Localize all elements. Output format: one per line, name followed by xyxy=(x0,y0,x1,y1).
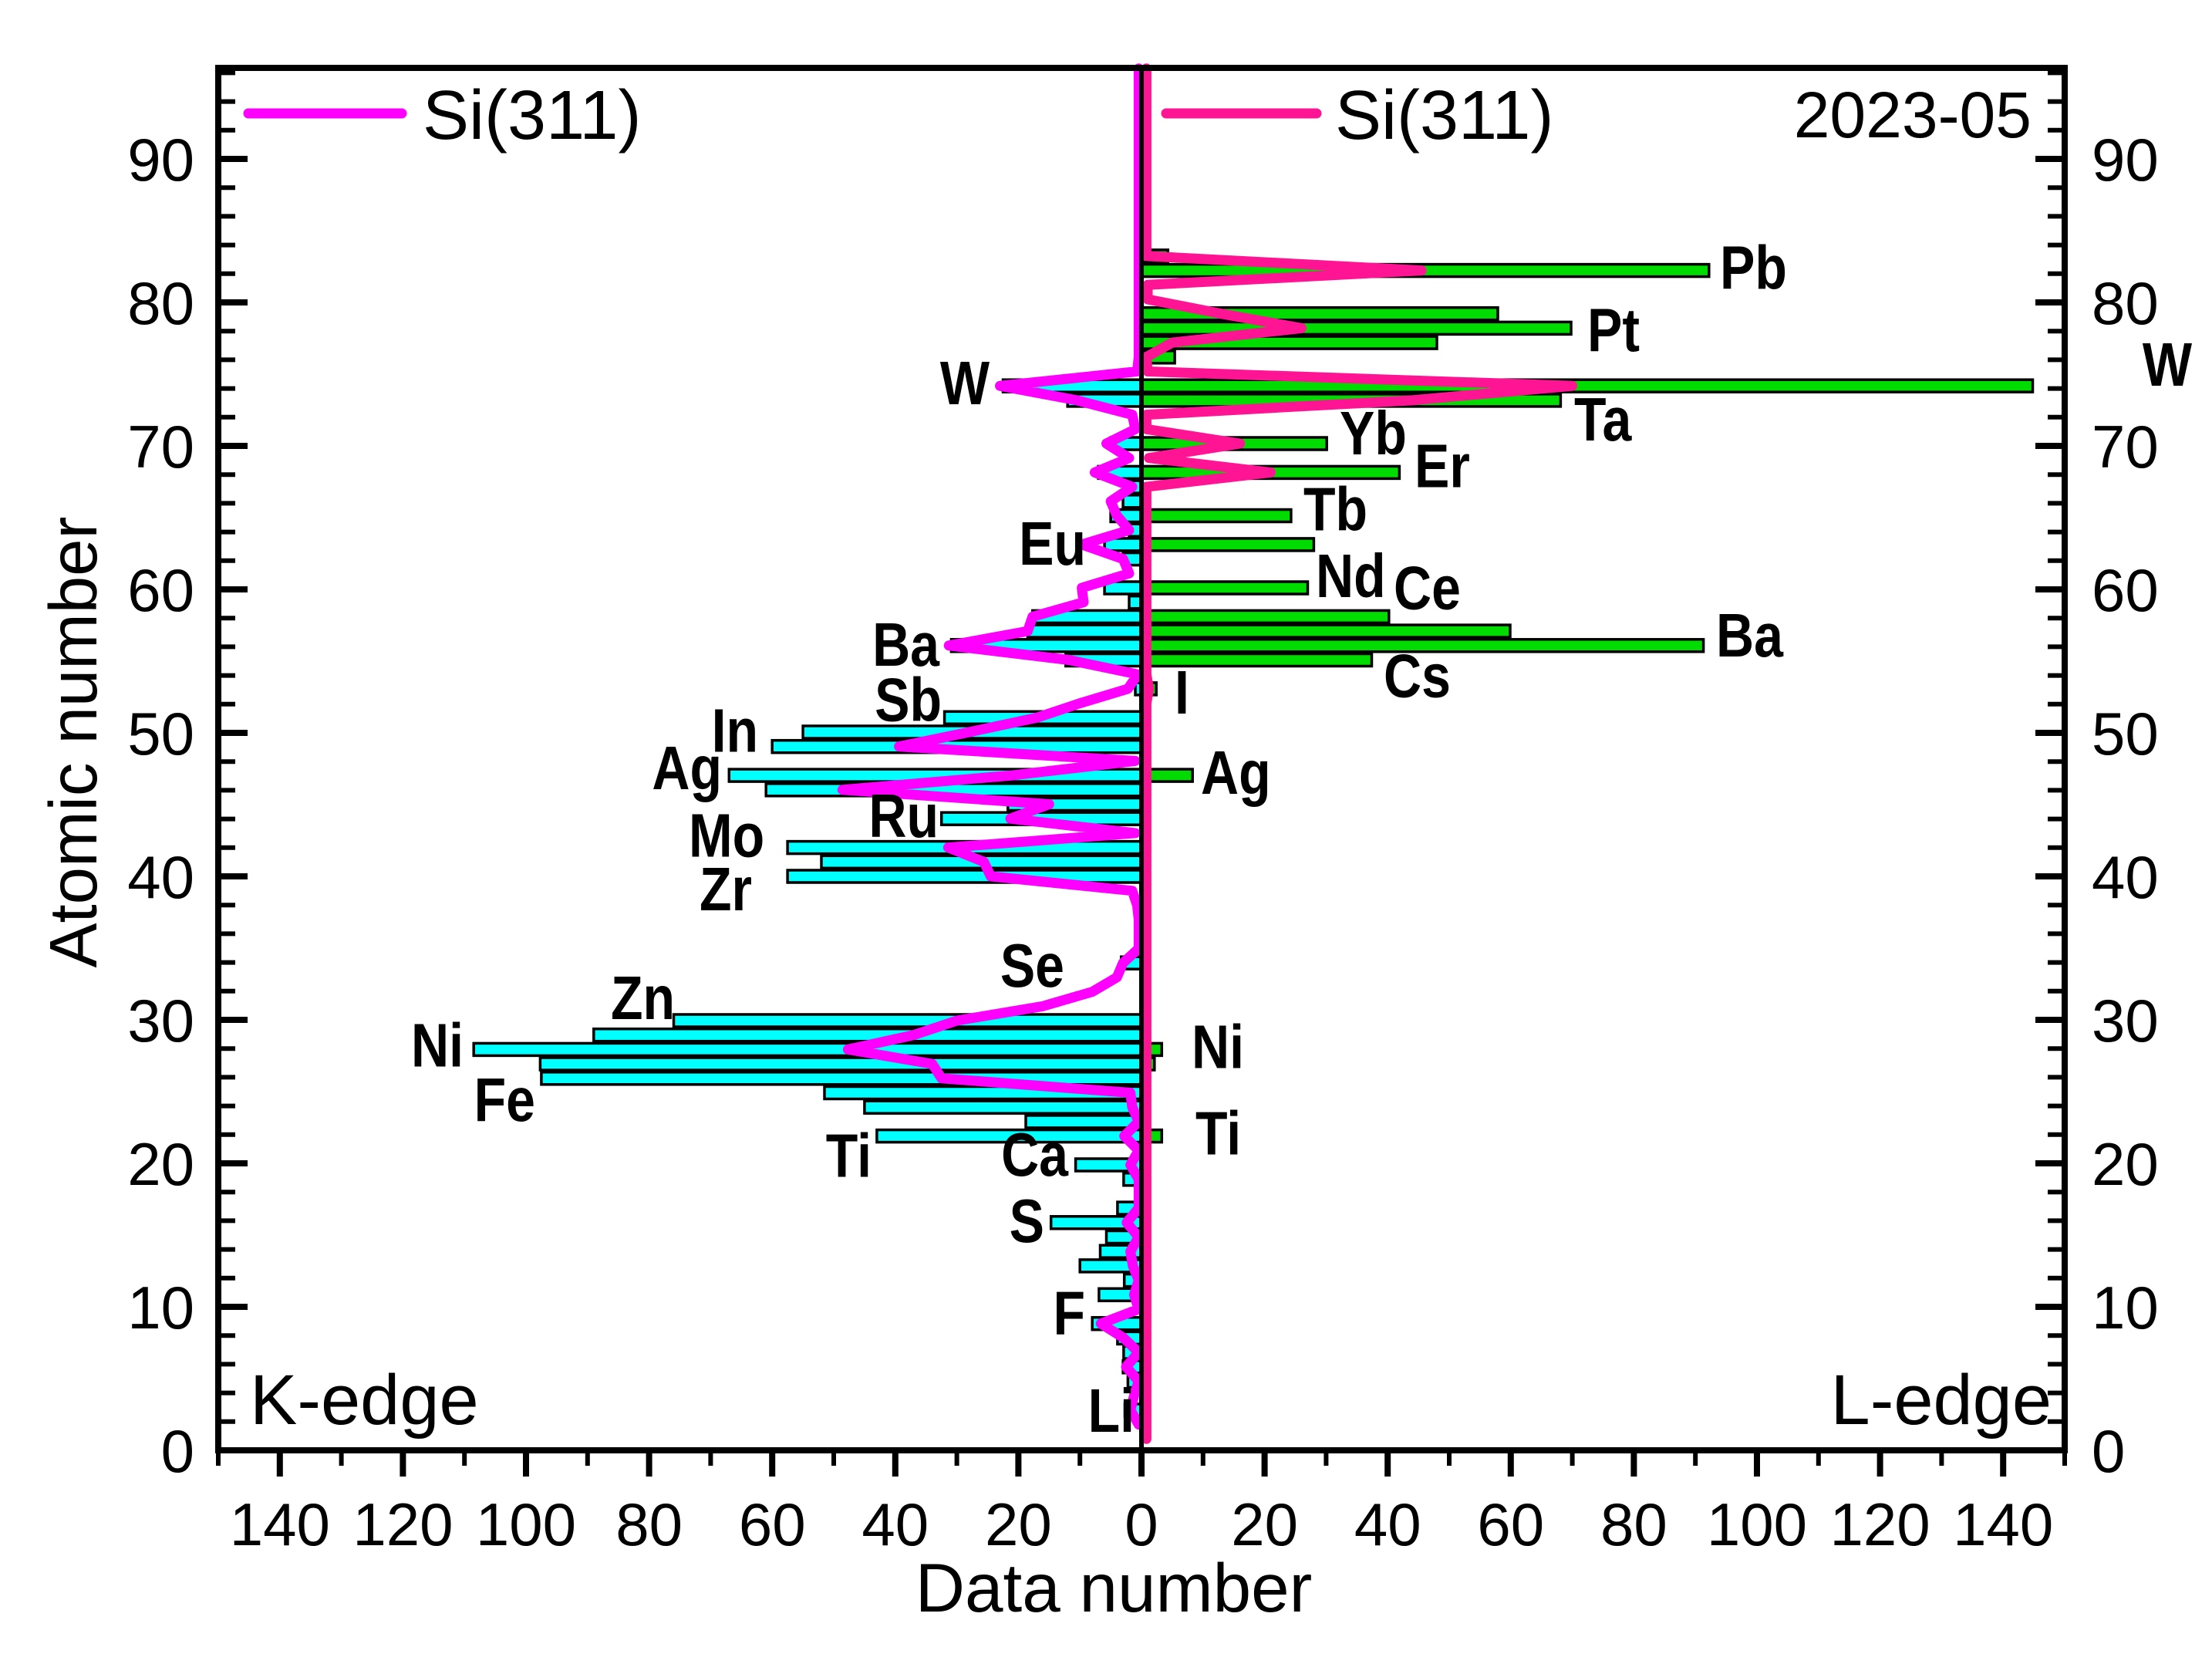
svg-text:60: 60 xyxy=(1477,1490,1544,1558)
svg-text:Ba: Ba xyxy=(872,610,940,679)
svg-text:20: 20 xyxy=(1231,1490,1298,1558)
svg-text:Ce: Ce xyxy=(1394,553,1461,622)
svg-text:140: 140 xyxy=(230,1490,330,1558)
svg-text:50: 50 xyxy=(127,700,194,768)
svg-text:30: 30 xyxy=(127,987,194,1055)
svg-text:40: 40 xyxy=(1354,1490,1421,1558)
svg-text:80: 80 xyxy=(615,1490,683,1558)
svg-text:Mo: Mo xyxy=(689,801,764,869)
svg-text:60: 60 xyxy=(739,1490,806,1558)
svg-text:70: 70 xyxy=(2092,413,2159,481)
svg-text:0: 0 xyxy=(2092,1417,2125,1485)
svg-text:Ba: Ba xyxy=(1716,601,1784,670)
svg-text:Data number: Data number xyxy=(915,1549,1313,1626)
svg-text:60: 60 xyxy=(2092,556,2159,624)
svg-text:70: 70 xyxy=(127,413,194,481)
svg-text:In: In xyxy=(712,697,758,765)
svg-text:Ag: Ag xyxy=(652,734,722,802)
svg-text:Zn: Zn xyxy=(611,964,675,1032)
svg-text:Cs: Cs xyxy=(1384,641,1451,710)
svg-text:90: 90 xyxy=(127,126,194,194)
svg-text:Ru: Ru xyxy=(868,781,939,850)
svg-text:Ta: Ta xyxy=(1574,385,1632,454)
svg-text:20: 20 xyxy=(985,1490,1052,1558)
svg-text:120: 120 xyxy=(352,1490,453,1558)
svg-text:Ag: Ag xyxy=(1201,738,1271,807)
svg-text:I: I xyxy=(1175,658,1189,727)
svg-text:Nd: Nd xyxy=(1316,542,1386,610)
svg-text:Ni: Ni xyxy=(1192,1012,1244,1081)
svg-text:0: 0 xyxy=(161,1417,194,1485)
svg-text:Yb: Yb xyxy=(1340,399,1407,467)
svg-text:Pt: Pt xyxy=(1587,295,1640,364)
svg-text:F: F xyxy=(1053,1279,1085,1348)
svg-text:K-edge: K-edge xyxy=(250,1361,479,1440)
svg-text:30: 30 xyxy=(2092,987,2159,1055)
svg-text:80: 80 xyxy=(2092,269,2159,337)
svg-text:10: 10 xyxy=(127,1274,194,1342)
svg-text:40: 40 xyxy=(862,1490,929,1558)
svg-text:Ni: Ni xyxy=(411,1011,464,1079)
svg-text:Eu: Eu xyxy=(1019,509,1086,578)
svg-text:Ti: Ti xyxy=(1195,1099,1241,1167)
svg-text:Atomic number: Atomic number xyxy=(36,516,111,967)
svg-text:L-edge: L-edge xyxy=(1831,1361,2052,1440)
svg-text:Si(311): Si(311) xyxy=(423,77,641,154)
svg-text:Li: Li xyxy=(1088,1376,1135,1445)
svg-text:Zr: Zr xyxy=(700,855,752,923)
svg-text:40: 40 xyxy=(127,843,194,911)
svg-text:50: 50 xyxy=(2092,700,2159,768)
svg-text:100: 100 xyxy=(476,1490,576,1558)
svg-text:10: 10 xyxy=(2092,1274,2159,1342)
svg-text:20: 20 xyxy=(2092,1130,2159,1198)
svg-text:S: S xyxy=(1010,1186,1044,1255)
svg-text:120: 120 xyxy=(1830,1490,1930,1558)
svg-text:Ca: Ca xyxy=(1001,1120,1069,1189)
svg-text:80: 80 xyxy=(127,269,194,337)
svg-text:90: 90 xyxy=(2092,126,2159,194)
svg-text:60: 60 xyxy=(127,556,194,624)
svg-text:40: 40 xyxy=(2092,843,2159,911)
svg-text:Sb: Sb xyxy=(875,665,942,734)
svg-text:Se: Se xyxy=(1000,931,1064,1000)
svg-text:Fe: Fe xyxy=(474,1065,535,1134)
svg-text:Pb: Pb xyxy=(1720,233,1787,302)
svg-text:Tb: Tb xyxy=(1303,474,1367,543)
svg-text:2023-05: 2023-05 xyxy=(1794,79,2032,151)
svg-text:80: 80 xyxy=(1600,1490,1667,1558)
svg-text:W: W xyxy=(2143,330,2192,399)
svg-text:0: 0 xyxy=(1125,1490,1158,1558)
svg-text:Er: Er xyxy=(1415,431,1470,500)
svg-text:Ti: Ti xyxy=(826,1121,872,1190)
svg-text:Si(311): Si(311) xyxy=(1335,77,1553,154)
svg-text:100: 100 xyxy=(1707,1490,1807,1558)
svg-text:W: W xyxy=(940,349,990,417)
svg-text:140: 140 xyxy=(1953,1490,2053,1558)
svg-text:20: 20 xyxy=(127,1130,194,1198)
